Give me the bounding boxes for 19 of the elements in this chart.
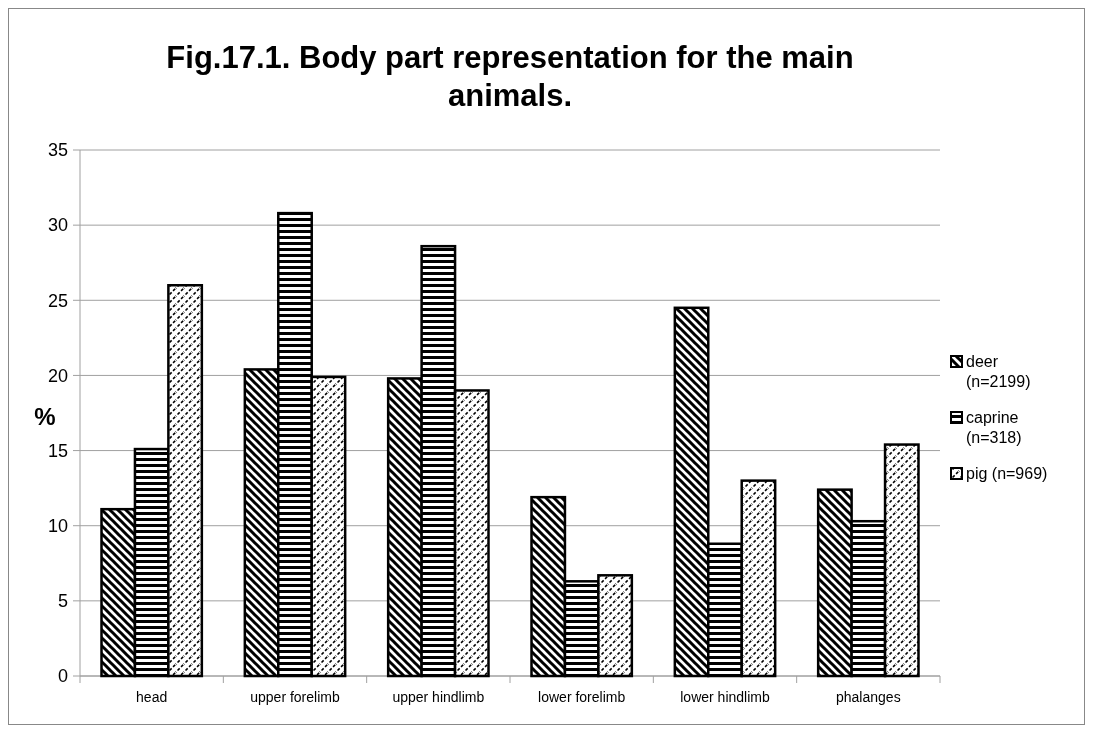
legend-label: pig (n=969)	[966, 465, 1048, 482]
legend-label: caprine (n=318)	[966, 409, 1022, 446]
legend-label: deer (n=2199)	[966, 353, 1031, 390]
y-tick-label: 15	[47, 440, 68, 461]
y-tick-label: 0	[57, 666, 68, 687]
y-tick-label: 25	[47, 290, 68, 311]
y-tick-label: 20	[47, 365, 68, 386]
chart-title: Fig.17.1. Body part representation for the main animals.	[166, 40, 854, 113]
y-axis-title: %	[34, 403, 56, 430]
y-tick-label: 5	[57, 591, 68, 612]
x-tick-label: lower hindlimb	[680, 689, 770, 705]
y-tick-label: 30	[47, 215, 68, 236]
x-tick-label: upper forelimb	[250, 689, 340, 705]
x-tick-label: upper hindlimb	[392, 689, 485, 705]
y-tick-label: 10	[47, 516, 68, 537]
x-tick-label: lower forelimb	[538, 689, 626, 705]
y-tick-label: 35	[47, 140, 68, 161]
x-tick-label: phalanges	[836, 689, 901, 705]
x-tick-label: head	[136, 689, 168, 705]
